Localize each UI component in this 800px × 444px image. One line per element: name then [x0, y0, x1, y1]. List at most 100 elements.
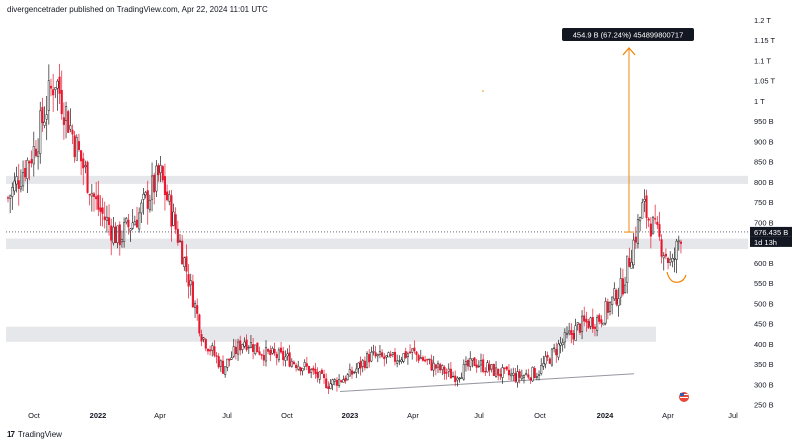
candle-body [477, 365, 480, 368]
candle-body [226, 358, 229, 368]
candle-body [28, 161, 31, 164]
candle-body [73, 135, 76, 158]
candle-body [428, 358, 431, 361]
candle-body [424, 359, 427, 362]
bounce-annotation[interactable] [666, 271, 687, 283]
tradingview-watermark[interactable]: 17 TradingView [7, 430, 62, 439]
candle-body [286, 353, 289, 357]
candle-body [239, 340, 242, 351]
candle-body [41, 107, 44, 123]
candle-body [664, 253, 667, 257]
candle-body [241, 344, 244, 350]
candle-body [54, 87, 57, 90]
candle-body [353, 371, 356, 374]
candle-body [230, 357, 233, 360]
candle-body [45, 114, 48, 120]
candle-body [170, 195, 173, 227]
timer-badge [750, 236, 792, 247]
candle-body [630, 262, 633, 269]
candle-body [264, 347, 268, 362]
y-tick-label: 900 B [754, 137, 774, 146]
candle-body [297, 365, 300, 370]
candle-body [409, 351, 412, 354]
candle-body [22, 172, 25, 187]
y-tick-label: 950 B [754, 117, 774, 126]
candle-body [578, 323, 581, 333]
candle-body [626, 255, 629, 284]
candle-body [471, 358, 474, 361]
candle-body [611, 296, 614, 305]
candle-body [617, 298, 620, 306]
candle-body [464, 361, 467, 366]
candle-body [280, 347, 283, 353]
current-price-badge[interactable] [750, 226, 792, 237]
candle-body [361, 360, 364, 367]
candle-body [651, 216, 655, 235]
candle-body [518, 371, 521, 378]
candle-body [331, 379, 334, 386]
publish-header: divergencetrader published on TradingVie… [7, 5, 268, 14]
candle-body [320, 369, 323, 374]
candle-body [157, 165, 160, 176]
current-price-label: 676.435 B [754, 228, 788, 237]
candle-body [69, 125, 72, 130]
timer-label: 1d 13h [754, 238, 777, 247]
candle-body [213, 346, 216, 356]
candle-body [396, 360, 399, 364]
candle-body [469, 358, 472, 367]
candle-body [75, 137, 78, 161]
candle-body [370, 351, 373, 362]
zone-1[interactable] [6, 175, 748, 184]
candle-body [282, 351, 285, 360]
candle-body [619, 278, 622, 298]
candle-body [568, 330, 571, 334]
candle-body [200, 334, 203, 342]
candle-body [656, 221, 659, 225]
support-trendline[interactable] [339, 373, 635, 393]
zone-3[interactable] [6, 326, 656, 342]
candle-body [404, 351, 407, 358]
candle-body [329, 383, 332, 389]
candle-body [649, 223, 652, 237]
candle-body [215, 355, 218, 357]
candle-body [256, 342, 259, 353]
candle-body [647, 218, 650, 221]
candle-body [572, 333, 575, 340]
candle-body [108, 217, 111, 225]
candle-body [183, 257, 186, 268]
y-tick-label: 1.15 T [754, 36, 776, 45]
candle-body [114, 226, 117, 243]
measure-label-box[interactable] [562, 28, 694, 41]
candle-body [378, 351, 381, 356]
candle-body [385, 355, 388, 358]
candle-body [535, 376, 538, 378]
candle-body [275, 353, 278, 359]
candle-body [224, 366, 227, 375]
candle-body [245, 339, 248, 350]
candle-body [576, 322, 579, 325]
candle-body [15, 176, 18, 185]
candle-body [62, 117, 65, 125]
candle-body [142, 193, 145, 200]
candle-body [209, 349, 212, 352]
candle-body [258, 351, 261, 355]
zone-2[interactable] [6, 238, 748, 250]
candle-body [531, 366, 534, 382]
candle-body [49, 85, 53, 89]
candle-body [284, 356, 287, 361]
candle-body [669, 258, 672, 263]
candle-body [196, 305, 199, 314]
candle-body [327, 386, 330, 389]
candle-body [299, 367, 302, 372]
candle-body [189, 280, 192, 286]
y-tick-label: 550 B [754, 279, 774, 288]
candle-body [52, 89, 55, 96]
candle-body [228, 358, 231, 361]
candle-body [133, 221, 136, 226]
candle-body [460, 377, 463, 379]
y-tick-label: 450 B [754, 320, 774, 329]
x-tick-label: Apr [407, 411, 419, 420]
candle-body [658, 224, 661, 237]
candle-body [608, 302, 612, 312]
